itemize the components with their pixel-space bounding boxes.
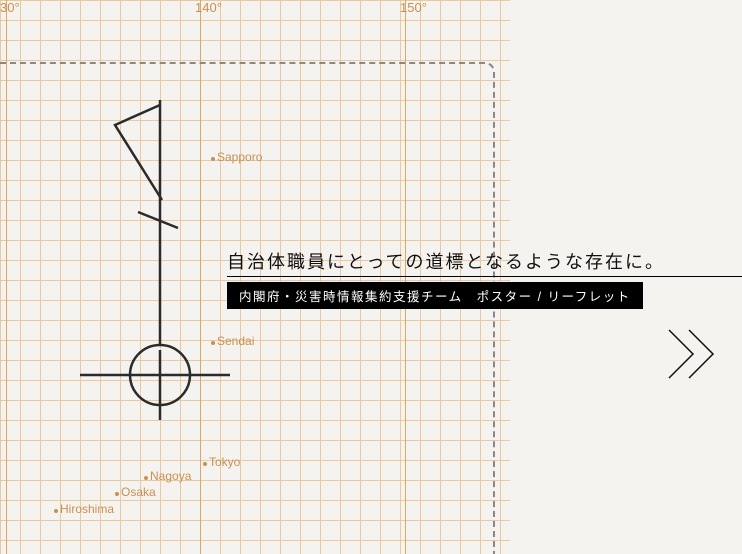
city-dot-nagoya [144, 476, 148, 480]
city-label-nagoya: Nagoya [150, 469, 191, 483]
subtitle-bar: 内閣府・災害時情報集約支援チーム ポスター / リーフレット [227, 282, 643, 309]
city-dot-hiroshima [54, 509, 58, 513]
city-dot-tokyo [203, 462, 207, 466]
city-label-tokyo: Tokyo [209, 455, 240, 469]
degree-label-130: 30° [0, 0, 20, 15]
headline-underline [227, 276, 742, 277]
headline-text: 自治体職員にとっての道標となるような存在に。 [227, 248, 665, 274]
degree-label-140: 140° [195, 0, 222, 15]
city-label-hiroshima: Hiroshima [60, 502, 114, 516]
next-arrow-button[interactable] [664, 325, 722, 383]
city-dot-osaka [115, 492, 119, 496]
city-label-osaka: Osaka [121, 485, 156, 499]
degree-label-150: 150° [400, 0, 427, 15]
